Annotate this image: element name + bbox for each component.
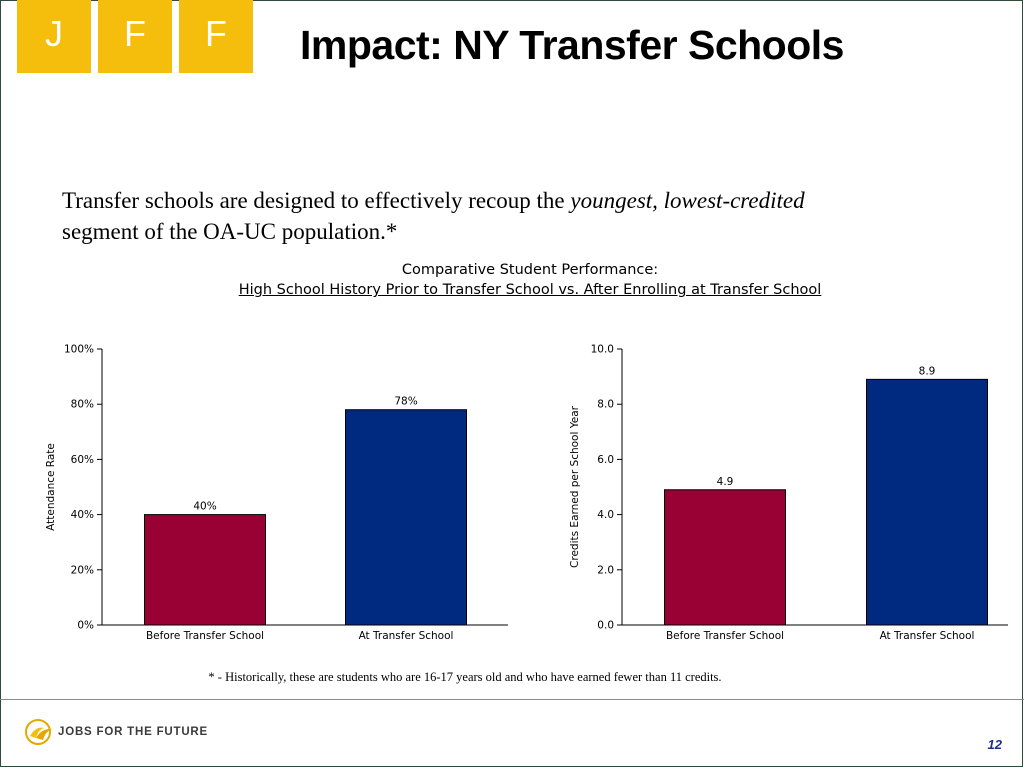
- y-tick-label: 6.0: [597, 454, 614, 466]
- y-tick-label: 4.0: [597, 509, 614, 521]
- chart-heading-line-2: High School History Prior to Transfer Sc…: [238, 282, 822, 298]
- y-axis-label: Credits Earned per School Year: [569, 405, 581, 568]
- x-category-label: Before Transfer School: [146, 630, 264, 642]
- intro-emphasis: youngest, lowest-credited: [570, 188, 805, 213]
- bar: [144, 514, 266, 626]
- y-tick-label: 60%: [71, 454, 94, 466]
- logo-letter-j: J: [17, 0, 91, 73]
- bar: [345, 409, 467, 626]
- footnote: * - Historically, these are students who…: [208, 670, 722, 684]
- y-tick-label: 10.0: [591, 344, 614, 356]
- bar-value-label: 78%: [394, 396, 417, 408]
- attendance-rate-chart: 0% 20% 40% 60% 80% 100% Attendance Rate 40% Befo…: [45, 344, 508, 642]
- intro-part-1: Transfer schools are designed to effecti…: [62, 188, 571, 213]
- footer-divider: [0, 699, 1024, 700]
- jff-logo-icon: [25, 719, 52, 745]
- bar-value-label: 8.9: [919, 365, 936, 377]
- credits-earned-chart: 0.0 2.0 4.0 6.0 8.0 10.0 Credits Earned per Sc…: [569, 344, 1008, 642]
- y-tick-label: 40%: [71, 509, 94, 521]
- intro-part-2: segment of the OA-UC population.*: [62, 219, 398, 244]
- page-number: 12: [987, 737, 1002, 752]
- y-tick-label: 0%: [77, 620, 94, 632]
- y-tick-label: 8.0: [597, 399, 614, 411]
- y-tick-label: 2.0: [597, 564, 614, 576]
- y-tick-label: 100%: [64, 344, 94, 356]
- y-tick-label: 80%: [71, 399, 94, 411]
- slide-title: Impact: NY Transfer Schools: [300, 22, 844, 68]
- x-category-label: Before Transfer School: [666, 630, 784, 642]
- bar: [664, 489, 786, 626]
- intro-text: Transfer schools are designed to effecti…: [62, 185, 922, 247]
- footer-brand: JOBS FOR THE FUTURE: [58, 726, 209, 738]
- bar-value-label: 40%: [193, 501, 216, 513]
- logo-letter-f2: F: [179, 0, 253, 73]
- logo-letter-f1: F: [98, 0, 172, 73]
- x-category-label: At Transfer School: [880, 630, 975, 642]
- bar: [866, 378, 988, 626]
- bar-value-label: 4.9: [717, 476, 734, 488]
- y-tick-label: 20%: [71, 564, 94, 576]
- chart-heading-line-1: Comparative Student Performance:: [401, 262, 659, 278]
- x-category-label: At Transfer School: [359, 630, 454, 642]
- y-tick-label: 0.0: [597, 620, 614, 632]
- y-axis-label: Attendance Rate: [45, 443, 57, 531]
